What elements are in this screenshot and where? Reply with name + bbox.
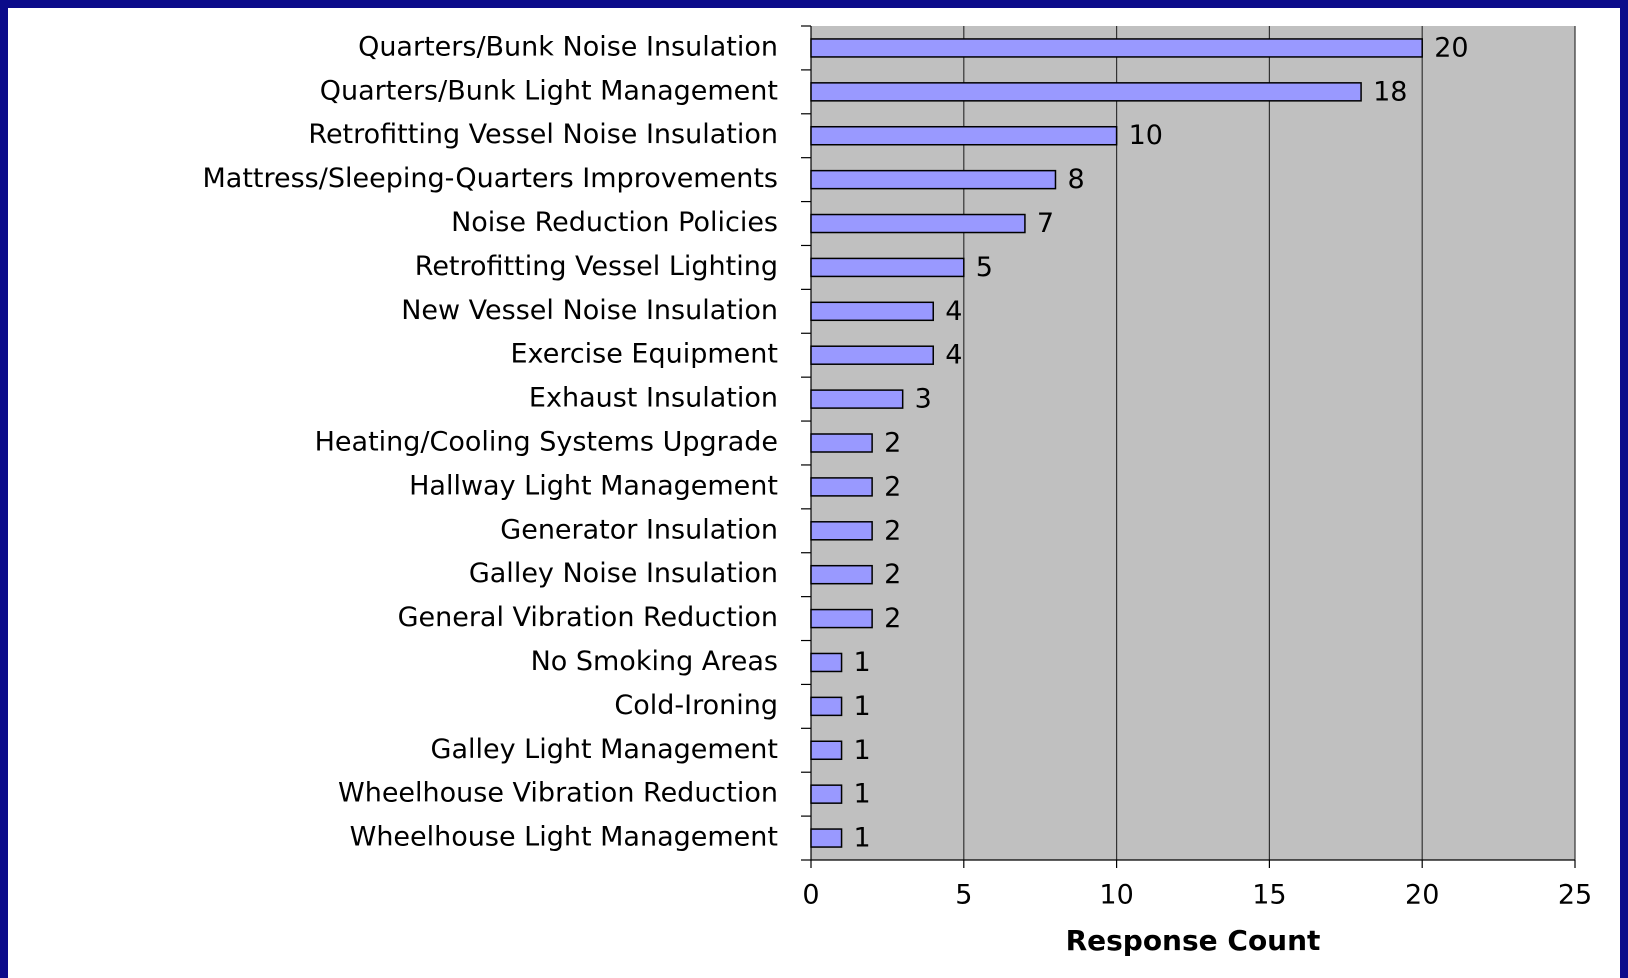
value-label: 7	[1037, 208, 1054, 239]
y-tick-label: Exhaust Insulation	[529, 383, 778, 414]
value-label: 2	[884, 603, 901, 634]
bar	[810, 477, 873, 497]
bar	[810, 169, 1057, 190]
y-tick-label: Generator Insulation	[500, 514, 778, 545]
bar	[810, 345, 934, 365]
value-label: 20	[1434, 32, 1468, 63]
value-label: 1	[854, 823, 871, 854]
y-tick-label: Exercise Equipment	[511, 339, 779, 370]
x-tick-label: 10	[1099, 880, 1133, 911]
value-label: 1	[854, 691, 871, 722]
bar	[810, 652, 843, 673]
y-tick-label: Wheelhouse Light Management	[350, 822, 778, 853]
value-label: 1	[854, 779, 871, 810]
y-tick-label: Mattress/Sleeping-Quarters Improvements	[202, 163, 778, 194]
y-tick-label: Galley Noise Insulation	[469, 558, 778, 589]
bar	[810, 38, 1423, 58]
bar	[810, 828, 843, 848]
y-tick-label: Cold-Ironing	[614, 690, 778, 721]
value-label: 1	[854, 647, 871, 678]
x-tick-label: 0	[802, 880, 819, 911]
bar	[810, 784, 843, 804]
y-tick-label: Hallway Light Management	[409, 470, 778, 501]
x-tick-label: 5	[955, 880, 972, 911]
bar	[810, 213, 1026, 234]
value-label: 2	[884, 559, 901, 590]
value-label: 4	[945, 296, 962, 327]
bar	[810, 125, 1118, 146]
y-tick-label: Retrofitting Vessel Noise Insulation	[308, 119, 778, 150]
bar	[810, 257, 965, 278]
y-tick-label: Wheelhouse Vibration Reduction	[338, 778, 778, 809]
bar	[810, 521, 873, 541]
value-label: 1	[854, 735, 871, 766]
bar	[810, 82, 1362, 102]
value-label: 10	[1129, 120, 1163, 151]
y-tick-label: Noise Reduction Policies	[451, 207, 778, 238]
bar	[810, 389, 904, 409]
value-label: 2	[884, 471, 901, 502]
x-axis-title: Response Count	[1066, 924, 1321, 957]
bar	[810, 740, 843, 761]
y-tick-label: Heating/Cooling Systems Upgrade	[315, 427, 778, 458]
y-tick-label: New Vessel Noise Insulation	[401, 295, 778, 326]
bar	[810, 564, 873, 585]
bar	[810, 433, 873, 453]
x-tick-label: 15	[1252, 880, 1286, 911]
y-tick-label: Retrofitting Vessel Lighting	[415, 251, 778, 282]
x-tick-label: 25	[1558, 880, 1592, 911]
value-label: 3	[915, 384, 932, 415]
value-label: 5	[976, 252, 993, 283]
y-tick-label: Quarters/Bunk Light Management	[320, 75, 778, 106]
y-tick-label: No Smoking Areas	[531, 646, 778, 677]
value-label: 18	[1373, 76, 1407, 107]
y-tick-label: Galley Light Management	[431, 734, 778, 765]
bar	[810, 696, 843, 717]
value-label: 2	[884, 428, 901, 459]
bar	[810, 301, 934, 322]
value-label: 2	[884, 515, 901, 546]
value-label: 8	[1067, 164, 1084, 195]
y-tick-label: General Vibration Reduction	[398, 602, 778, 633]
value-label: 4	[945, 340, 962, 371]
plot-area	[811, 26, 1575, 860]
y-tick-label: Quarters/Bunk Noise Insulation	[358, 31, 778, 62]
x-tick-label: 20	[1405, 880, 1439, 911]
bar	[810, 608, 873, 629]
